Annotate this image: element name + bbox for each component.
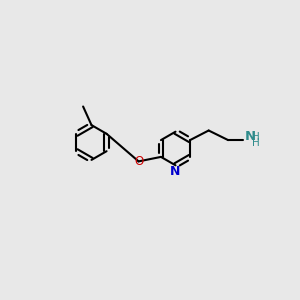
Text: N: N xyxy=(170,165,181,178)
Text: N: N xyxy=(244,130,256,143)
Text: H: H xyxy=(251,131,259,142)
Text: O: O xyxy=(134,155,143,168)
Text: H: H xyxy=(251,138,259,148)
